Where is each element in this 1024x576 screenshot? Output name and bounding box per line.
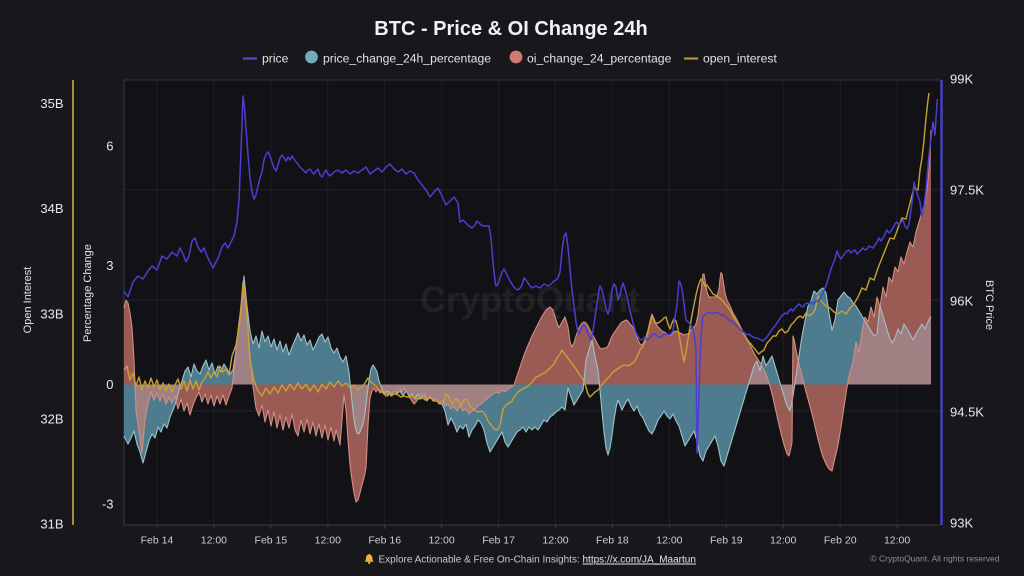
svg-text:-3: -3 <box>102 497 114 512</box>
svg-text:Open Interest: Open Interest <box>22 267 34 334</box>
svg-text:BTC Price: BTC Price <box>983 280 995 330</box>
svg-text:Feb 20: Feb 20 <box>824 535 857 547</box>
svg-text:93K: 93K <box>950 516 973 531</box>
svg-text:99K: 99K <box>950 72 973 87</box>
svg-text:35B: 35B <box>40 96 63 111</box>
svg-text:Feb 19: Feb 19 <box>710 535 743 547</box>
svg-text:open_interest: open_interest <box>703 52 777 66</box>
svg-text:12:00: 12:00 <box>770 535 796 547</box>
svg-text:oi_change_24_percentage: oi_change_24_percentage <box>527 52 672 66</box>
svg-text:33B: 33B <box>40 306 63 321</box>
svg-text:34B: 34B <box>40 201 63 216</box>
svg-text:12:00: 12:00 <box>428 535 454 547</box>
svg-text:Feb 18: Feb 18 <box>596 535 629 547</box>
svg-text:Feb 17: Feb 17 <box>482 535 515 547</box>
svg-text:12:00: 12:00 <box>315 535 341 547</box>
svg-text:31B: 31B <box>40 517 63 532</box>
svg-text:32B: 32B <box>40 411 63 426</box>
svg-text:Feb 16: Feb 16 <box>368 535 401 547</box>
svg-text:94.5K: 94.5K <box>950 405 984 420</box>
svg-text:Percentage Change: Percentage Change <box>82 244 94 342</box>
svg-text:97.5K: 97.5K <box>950 183 984 198</box>
svg-text:12:00: 12:00 <box>656 535 682 547</box>
svg-text:0: 0 <box>106 377 113 392</box>
svg-text:12:00: 12:00 <box>884 535 910 547</box>
svg-text:12:00: 12:00 <box>542 535 568 547</box>
svg-text:96K: 96K <box>950 294 973 309</box>
svg-text:Feb 14: Feb 14 <box>141 535 174 547</box>
svg-text:12:00: 12:00 <box>201 535 227 547</box>
svg-text:3: 3 <box>106 258 113 273</box>
svg-text:6: 6 <box>106 139 113 154</box>
svg-text:BTC - Price & OI Change 24h: BTC - Price & OI Change 24h <box>374 18 647 40</box>
svg-text:Feb 15: Feb 15 <box>255 535 288 547</box>
svg-text:© CryptoQuant. All rights rese: © CryptoQuant. All rights reserved <box>870 554 999 564</box>
svg-text:Explore Actionable & Free On-C: Explore Actionable & Free On-Chain Insig… <box>379 555 696 566</box>
svg-text:price_change_24h_percentage: price_change_24h_percentage <box>323 52 491 66</box>
svg-text:price: price <box>262 52 289 66</box>
